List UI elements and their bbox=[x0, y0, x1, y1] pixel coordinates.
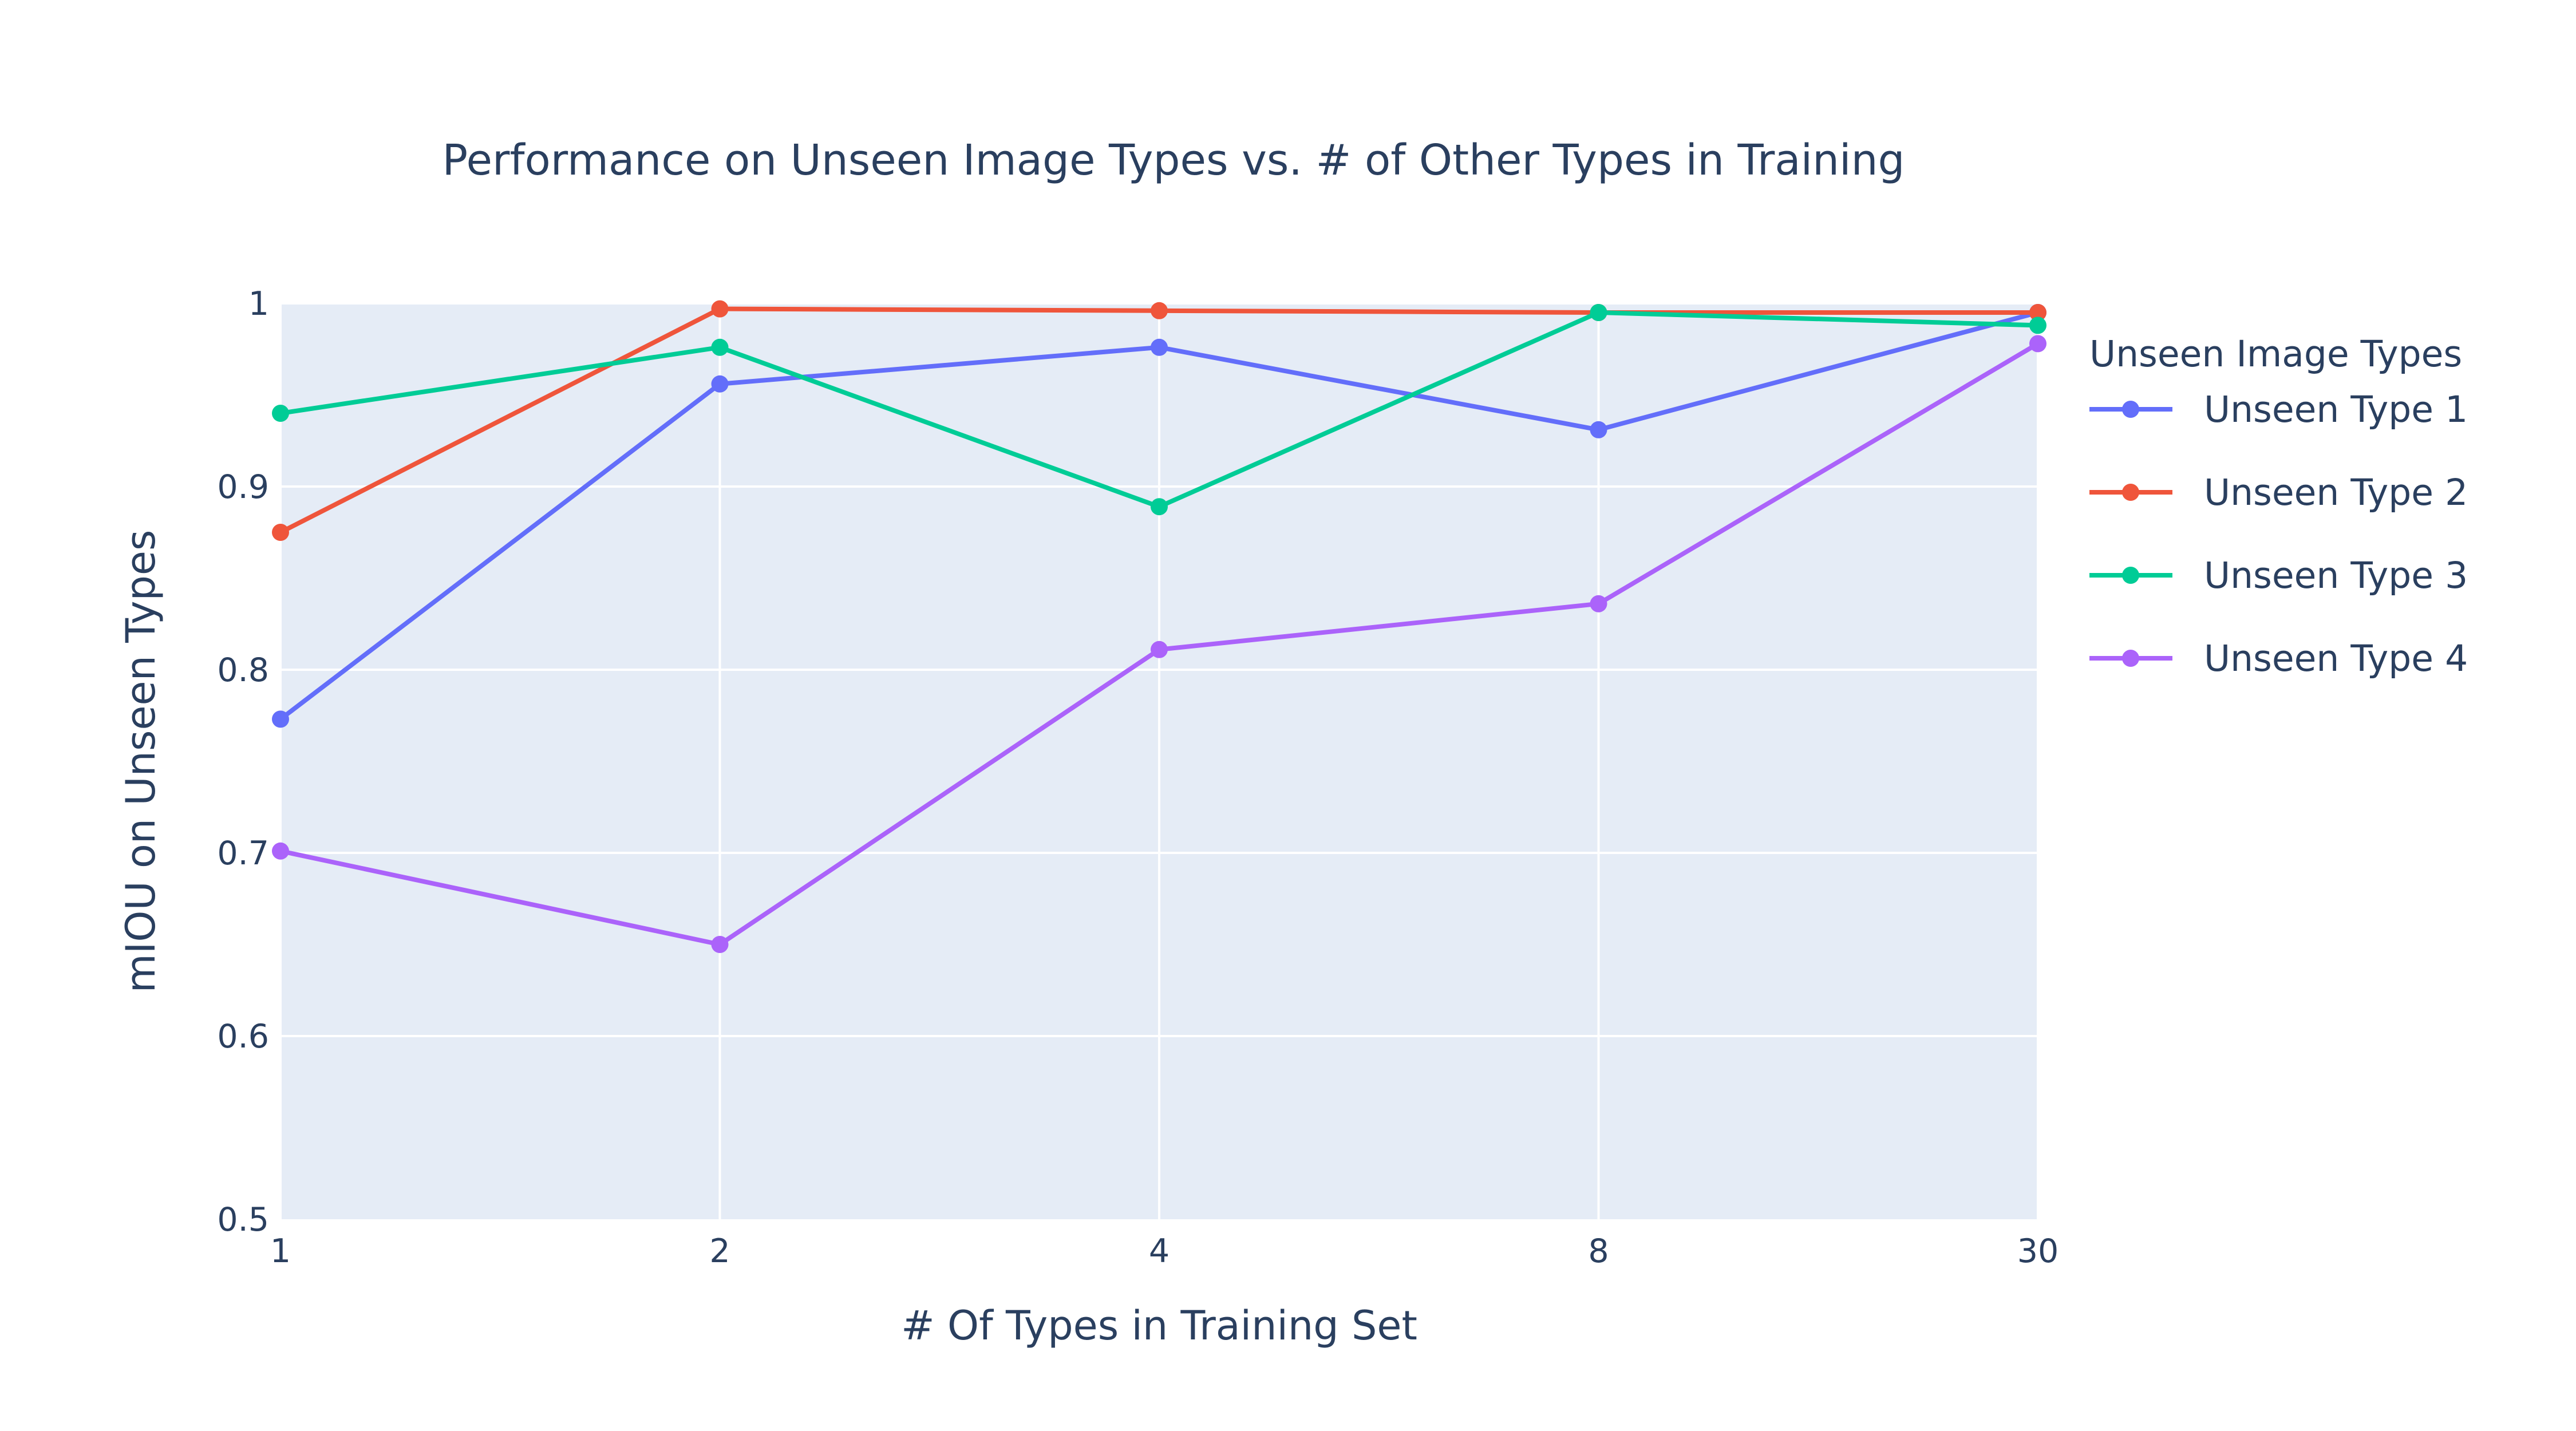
legend-swatch-marker bbox=[2122, 401, 2139, 418]
legend-item[interactable]: Unseen Type 3 bbox=[2089, 555, 2468, 596]
data-point bbox=[2029, 317, 2046, 334]
x-tick-label: 4 bbox=[1149, 1232, 1170, 1270]
data-point bbox=[272, 524, 289, 541]
data-point bbox=[711, 300, 729, 318]
y-tick-label: 0.7 bbox=[217, 835, 269, 872]
grid bbox=[279, 302, 2039, 1219]
y-axis-ticks: 0.5 0.6 0.7 0.8 0.9 1 bbox=[217, 285, 269, 1239]
legend-swatch-marker bbox=[2122, 567, 2139, 584]
data-point bbox=[1590, 595, 1607, 612]
x-tick-label: 2 bbox=[709, 1232, 730, 1270]
legend-title: Unseen Image Types bbox=[2089, 333, 2462, 375]
data-point bbox=[1151, 498, 1168, 516]
series-4 bbox=[272, 335, 2046, 953]
legend-swatch-marker bbox=[2122, 650, 2139, 667]
y-tick-label: 0.9 bbox=[217, 468, 269, 506]
data-point bbox=[1590, 421, 1607, 438]
series-layer bbox=[272, 300, 2046, 953]
legend-label: Unseen Type 4 bbox=[2204, 638, 2468, 679]
data-point bbox=[711, 338, 729, 356]
data-point bbox=[1151, 338, 1168, 356]
legend-label: Unseen Type 3 bbox=[2204, 555, 2468, 596]
data-point bbox=[711, 936, 729, 953]
y-tick-label: 0.6 bbox=[217, 1018, 269, 1056]
legend-label: Unseen Type 1 bbox=[2204, 389, 2468, 430]
legend-item[interactable]: Unseen Type 1 bbox=[2089, 389, 2468, 430]
y-tick-label: 0.8 bbox=[217, 651, 269, 689]
data-point bbox=[272, 842, 289, 860]
series-3 bbox=[272, 304, 2046, 516]
data-point bbox=[711, 375, 729, 393]
data-point bbox=[2029, 304, 2046, 321]
legend-swatch-marker bbox=[2122, 484, 2139, 501]
legend: Unseen Image Types Unseen Type 1 Unseen T… bbox=[2089, 333, 2468, 679]
data-point bbox=[1590, 304, 1607, 321]
data-point bbox=[272, 710, 289, 728]
x-tick-label: 8 bbox=[1588, 1232, 1609, 1270]
data-point bbox=[272, 405, 289, 422]
legend-label: Unseen Type 2 bbox=[2204, 472, 2468, 513]
data-point bbox=[2029, 335, 2046, 353]
y-axis-title: mIOU on Unseen Types bbox=[117, 530, 164, 993]
x-axis-title: # Of Types in Training Set bbox=[901, 1302, 1417, 1349]
x-tick-label: 30 bbox=[2017, 1232, 2059, 1270]
chart-title: Performance on Unseen Image Types vs. # … bbox=[442, 136, 1905, 185]
data-point bbox=[1151, 641, 1168, 658]
x-axis-ticks: 1 2 4 8 30 bbox=[270, 1232, 2059, 1270]
data-point bbox=[1151, 302, 1168, 319]
legend-item[interactable]: Unseen Type 4 bbox=[2089, 638, 2468, 679]
y-tick-label: 1 bbox=[248, 285, 269, 323]
y-tick-label: 0.5 bbox=[217, 1201, 269, 1239]
x-tick-label: 1 bbox=[270, 1232, 291, 1270]
legend-item[interactable]: Unseen Type 2 bbox=[2089, 472, 2468, 513]
